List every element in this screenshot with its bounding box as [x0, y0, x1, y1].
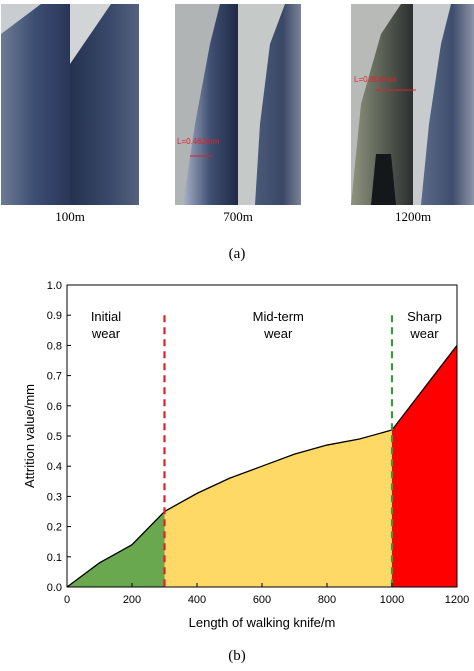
- stage-label-line: wear: [263, 326, 293, 341]
- x-tick-label: 400: [188, 594, 206, 606]
- photo-700m: L=0.462mm: [175, 4, 301, 205]
- panel-label-b: (b): [228, 648, 246, 664]
- x-tick-label: 600: [253, 594, 271, 606]
- photo-100m: [1, 4, 139, 205]
- stage-area-2: [392, 345, 457, 587]
- x-tick-label: 1000: [380, 594, 404, 606]
- stage-label-1: Mid-term wear: [253, 309, 304, 341]
- photo-caption-1200m: 1200m: [394, 209, 432, 224]
- y-tick-label: 0.3: [47, 491, 62, 503]
- y-tick-label: 0.9: [47, 310, 62, 322]
- panel-label-a: (a): [228, 246, 246, 262]
- x-tick-label: 200: [123, 594, 141, 606]
- photo-100m-image: [1, 4, 139, 205]
- stage-label-2: Sharp wear: [407, 309, 442, 341]
- photo-caption-100m: 100m: [55, 209, 85, 224]
- y-tick-label: 0.7: [47, 371, 62, 383]
- y-axis-label: Attrition value/mm: [22, 384, 37, 488]
- y-tick-label: 0.5: [47, 431, 62, 443]
- stage-area-0: [67, 511, 165, 587]
- stage-label-line: wear: [409, 326, 439, 341]
- y-tick-label: 1.0: [47, 280, 62, 292]
- wear-curve: [66, 345, 458, 588]
- photo-1200m: L=0.804mm: [351, 4, 474, 205]
- stage-label-line: Sharp: [407, 309, 442, 324]
- x-tick-label: 0: [64, 594, 70, 606]
- x-axis-label: Length of walking knife/m: [189, 615, 336, 630]
- photo-1200m-image: L=0.804mm: [351, 4, 474, 205]
- y-tick-label: 0.0: [47, 582, 62, 594]
- x-tick-label: 1200: [445, 594, 469, 606]
- stage-label-0: Initial wear: [91, 309, 121, 341]
- y-tick-label: 0.4: [47, 461, 62, 473]
- y-tick-label: 0.6: [47, 401, 62, 413]
- stage-label-line: Mid-term: [253, 309, 304, 324]
- y-tick-label: 0.2: [47, 522, 62, 534]
- wear-chart: 0 200 400 600 800 1000 1200 0.0 0.1 0.2 0.3 0.4 0.5 0…: [22, 280, 469, 630]
- photo-caption-700m: 700m: [223, 209, 253, 224]
- y-tick-label: 0.1: [47, 552, 62, 564]
- photo-1200m-measurement: L=0.804mm: [354, 75, 397, 84]
- stage-area-1: [164, 429, 392, 587]
- photo-700m-image: L=0.462mm: [175, 4, 301, 205]
- photo-700m-measurement: L=0.462mm: [177, 137, 220, 146]
- y-tick-label: 0.8: [47, 340, 62, 352]
- stage-label-line: wear: [91, 326, 121, 341]
- stage-label-line: Initial: [91, 309, 121, 324]
- x-tick-label: 800: [318, 594, 336, 606]
